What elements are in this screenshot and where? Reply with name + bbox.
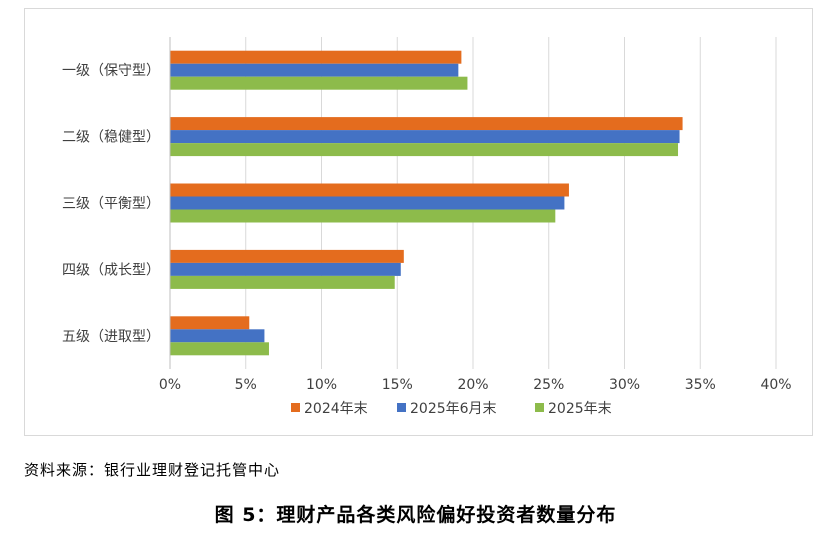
category-label: 一级（保守型） — [62, 63, 160, 79]
bar-4-3 — [170, 275, 395, 289]
x-tick-label: 35% — [685, 377, 716, 393]
legend-swatch — [535, 403, 544, 412]
bar-4-1 — [170, 249, 404, 263]
legend-label: 2025年6月末 — [410, 401, 497, 417]
x-tick-label: 5% — [235, 377, 257, 393]
x-tick-label: 0% — [159, 377, 181, 393]
bar-5-3 — [170, 342, 269, 356]
figure-caption: 图 5：理财产品各类风险偏好投资者数量分布 — [214, 504, 617, 526]
category-label: 五级（进取型） — [62, 329, 160, 345]
bar-5-2 — [170, 329, 265, 343]
bar-2-3 — [170, 143, 679, 157]
category-label: 二级（稳健型） — [62, 130, 160, 146]
bar-3-2 — [170, 196, 565, 210]
bar-4-2 — [170, 262, 401, 276]
x-tick-label: 15% — [382, 377, 413, 393]
category-labels: 一级（保守型） 二级（稳健型） 三级（平衡型） 四级（成长型） 五级（进取型） — [62, 63, 160, 345]
bar-2-2 — [170, 130, 680, 144]
bar-1-1 — [170, 50, 462, 64]
bar-1-3 — [170, 76, 468, 90]
legend-label: 2025年末 — [548, 401, 612, 417]
legend-label: 2024年末 — [304, 401, 368, 417]
legend-swatch — [291, 403, 300, 412]
x-tick-label: 30% — [609, 377, 640, 393]
x-tick-label: 25% — [533, 377, 564, 393]
x-tick-labels: 0% 5% 10% 15% 20% 25% 30% 35% 40% — [159, 377, 792, 393]
category-label: 三级（平衡型） — [62, 196, 160, 212]
bars — [170, 50, 683, 356]
legend-swatch — [397, 403, 406, 412]
bar-3-3 — [170, 209, 556, 223]
bar-2-1 — [170, 117, 683, 131]
category-label: 四级（成长型） — [62, 262, 160, 278]
bar-3-1 — [170, 183, 569, 197]
chart-frame: 0% 5% 10% 15% 20% 25% 30% 35% 40% 一级（保守型） 二级（稳健型）… — [24, 8, 813, 436]
x-tick-label: 10% — [306, 377, 337, 393]
bar-chart: 0% 5% 10% 15% 20% 25% 30% 35% 40% 一级（保守型） 二级（稳健型）… — [62, 37, 792, 417]
legend: 2024年末 2025年6月末 2025年末 — [291, 401, 612, 417]
x-tick-label: 40% — [760, 377, 791, 393]
x-tick-label: 20% — [457, 377, 488, 393]
source-note: 资料来源：银行业理财登记托管中心 — [24, 461, 281, 479]
bar-5-1 — [170, 316, 250, 330]
bar-1-2 — [170, 63, 459, 77]
